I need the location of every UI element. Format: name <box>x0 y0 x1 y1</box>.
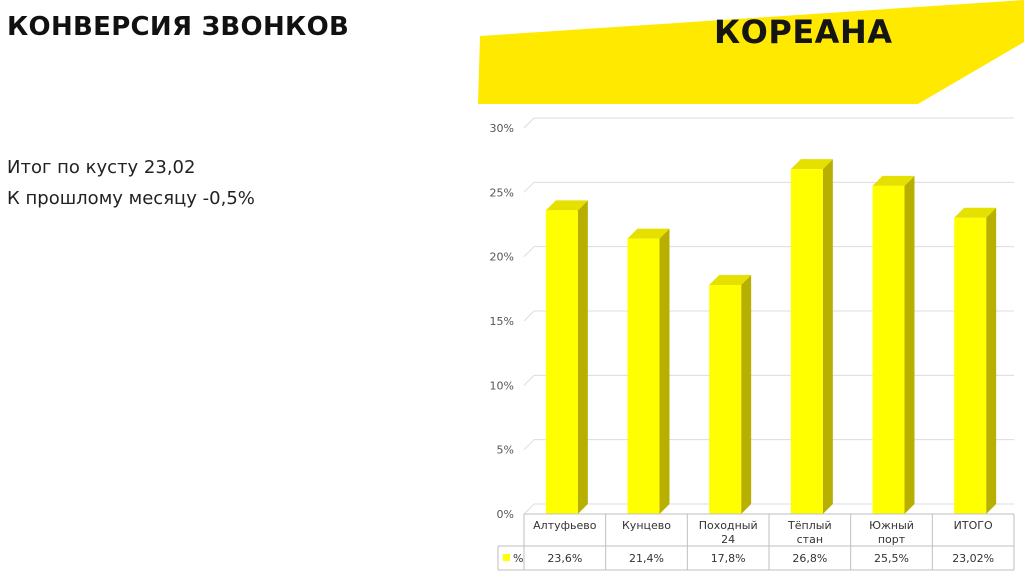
bar-side <box>577 200 588 514</box>
data-label: 25,5% <box>874 552 909 565</box>
bar-top <box>709 274 752 285</box>
gridline-depth <box>523 374 535 386</box>
gridline-depth <box>523 117 535 129</box>
summary-change: К прошлому месяцу -0,5% <box>7 188 255 209</box>
y-tick-label: 25% <box>490 186 514 199</box>
category-label: Алтуфьево <box>533 519 597 532</box>
data-label: 26,8% <box>792 552 827 565</box>
category-label: Тёплый <box>787 519 832 532</box>
gridline-depth <box>523 439 535 451</box>
y-tick-label: 30% <box>490 122 514 135</box>
legend-label: % <box>513 552 523 565</box>
bar <box>627 238 660 515</box>
brand-banner <box>478 0 1024 104</box>
category-label: порт <box>878 533 906 546</box>
bar-top <box>545 200 588 211</box>
bar-side <box>904 175 915 514</box>
bar-side <box>822 159 833 514</box>
bar <box>872 185 905 514</box>
bar-top <box>627 228 670 239</box>
summary-text: Итог по кусту 23,02 К прошлому месяцу -0… <box>7 158 255 220</box>
category-label: стан <box>797 533 823 546</box>
gridline-depth <box>523 181 535 193</box>
category-label: Походный <box>699 519 758 532</box>
gridline-depth <box>523 503 535 515</box>
bar-top <box>872 175 915 186</box>
category-label: Кунцево <box>622 519 671 532</box>
bar-top <box>790 159 833 170</box>
gridline-depth <box>523 310 535 322</box>
bar-side <box>986 207 997 514</box>
category-label: ИТОГО <box>954 519 993 532</box>
y-tick-label: 15% <box>490 315 514 328</box>
slide-title: КОНВЕРСИЯ ЗВОНКОВ <box>7 12 350 42</box>
bar <box>709 284 742 514</box>
bar-top <box>954 207 997 218</box>
bar <box>545 210 578 514</box>
bar-side <box>659 228 670 515</box>
y-tick-label: 5% <box>497 444 514 457</box>
data-label: 17,8% <box>711 552 746 565</box>
y-tick-label: 0% <box>497 508 514 521</box>
category-label: 24 <box>721 533 735 546</box>
brand-logo: КОРЕАНА <box>714 13 893 51</box>
gridline-depth <box>523 246 535 258</box>
legend-swatch <box>503 554 510 561</box>
category-label: Южный <box>869 519 914 532</box>
data-label: 21,4% <box>629 552 664 565</box>
y-tick-label: 10% <box>490 379 514 392</box>
data-label: 23,02% <box>952 552 994 565</box>
bar <box>954 217 987 514</box>
banner-shape <box>478 0 1024 104</box>
data-label: 23,6% <box>547 552 582 565</box>
bar <box>790 169 823 514</box>
summary-total: Итог по кусту 23,02 <box>7 157 196 178</box>
bar-side <box>741 274 752 514</box>
y-tick-label: 20% <box>490 251 514 264</box>
